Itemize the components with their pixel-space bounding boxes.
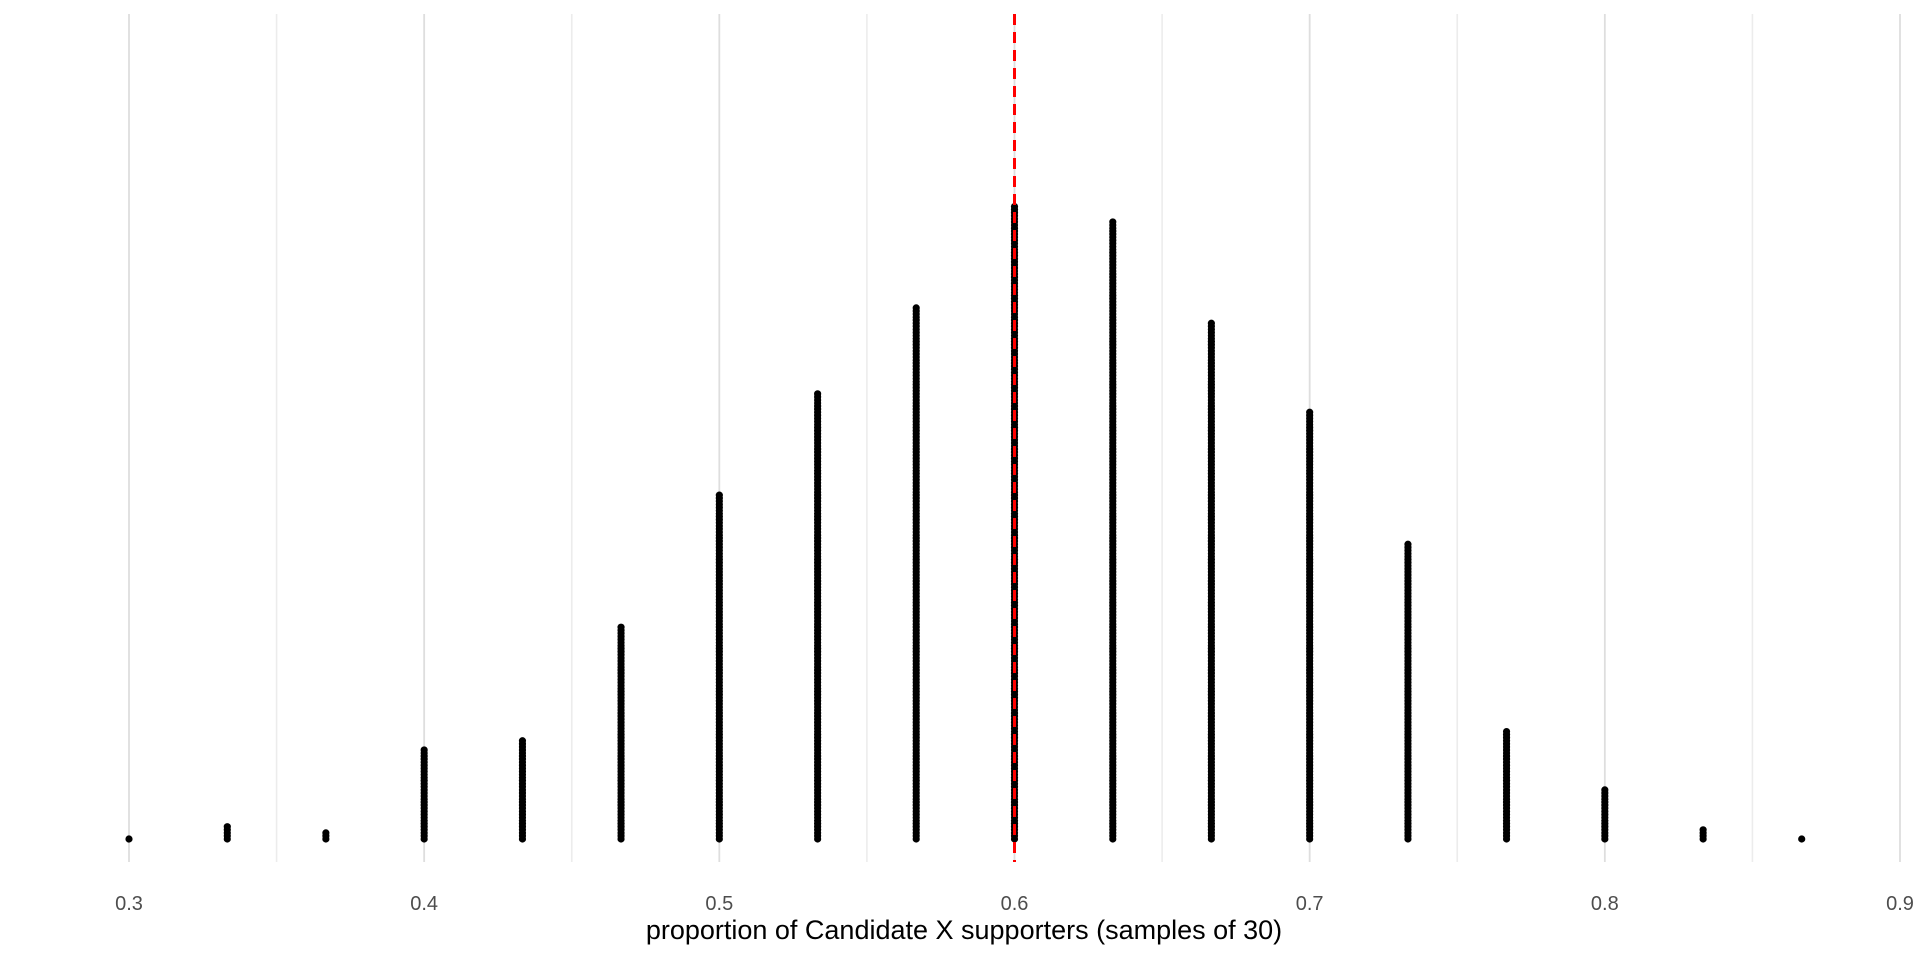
dot-column [125,835,133,843]
gridlines [128,14,1901,862]
dot-column [1502,727,1511,843]
dot-column [912,304,920,843]
dot [1798,835,1806,843]
dot [223,823,231,831]
dot [912,304,920,312]
dot-column [1306,408,1314,843]
x-axis-tick-labels: 0.3 0.4 0.5 0.6 0.7 0.8 0.9 [115,893,1914,915]
x-tick-label: 0.3 [115,893,143,915]
dot-column [1798,835,1806,843]
dot-column [223,823,231,843]
dot-column [1010,202,1019,843]
dot-column [518,737,527,843]
x-tick-label: 0.8 [1591,893,1619,915]
dot [1207,319,1215,327]
dot [1502,727,1511,736]
dot [1010,202,1019,211]
dot-columns [125,202,1806,843]
dot-column [1601,786,1609,843]
dot [814,390,822,398]
dot-column [617,623,625,843]
dot-column [322,829,330,843]
dot [1109,218,1117,226]
dot [1601,786,1609,794]
dot [1306,408,1314,416]
dot [518,737,527,745]
dot-column [814,390,822,843]
dot-column [1109,218,1117,843]
dot-column [1699,826,1707,843]
dot [1404,540,1412,548]
x-tick-label: 0.7 [1296,893,1324,915]
dot-column [1404,540,1412,843]
x-axis-title: proportion of Candidate X supporters (sa… [646,915,1282,945]
x-tick-label: 0.6 [1001,893,1029,915]
dot-column [420,746,428,843]
dot-column [715,491,723,843]
x-tick-label: 0.4 [410,893,438,915]
dot [617,623,625,631]
dot [125,835,133,843]
x-tick-label: 0.9 [1886,893,1914,915]
dot [1699,826,1707,834]
dot [715,491,723,499]
dot [322,829,330,837]
dot [420,746,428,754]
x-tick-label: 0.5 [705,893,733,915]
dot-column [1207,319,1215,843]
